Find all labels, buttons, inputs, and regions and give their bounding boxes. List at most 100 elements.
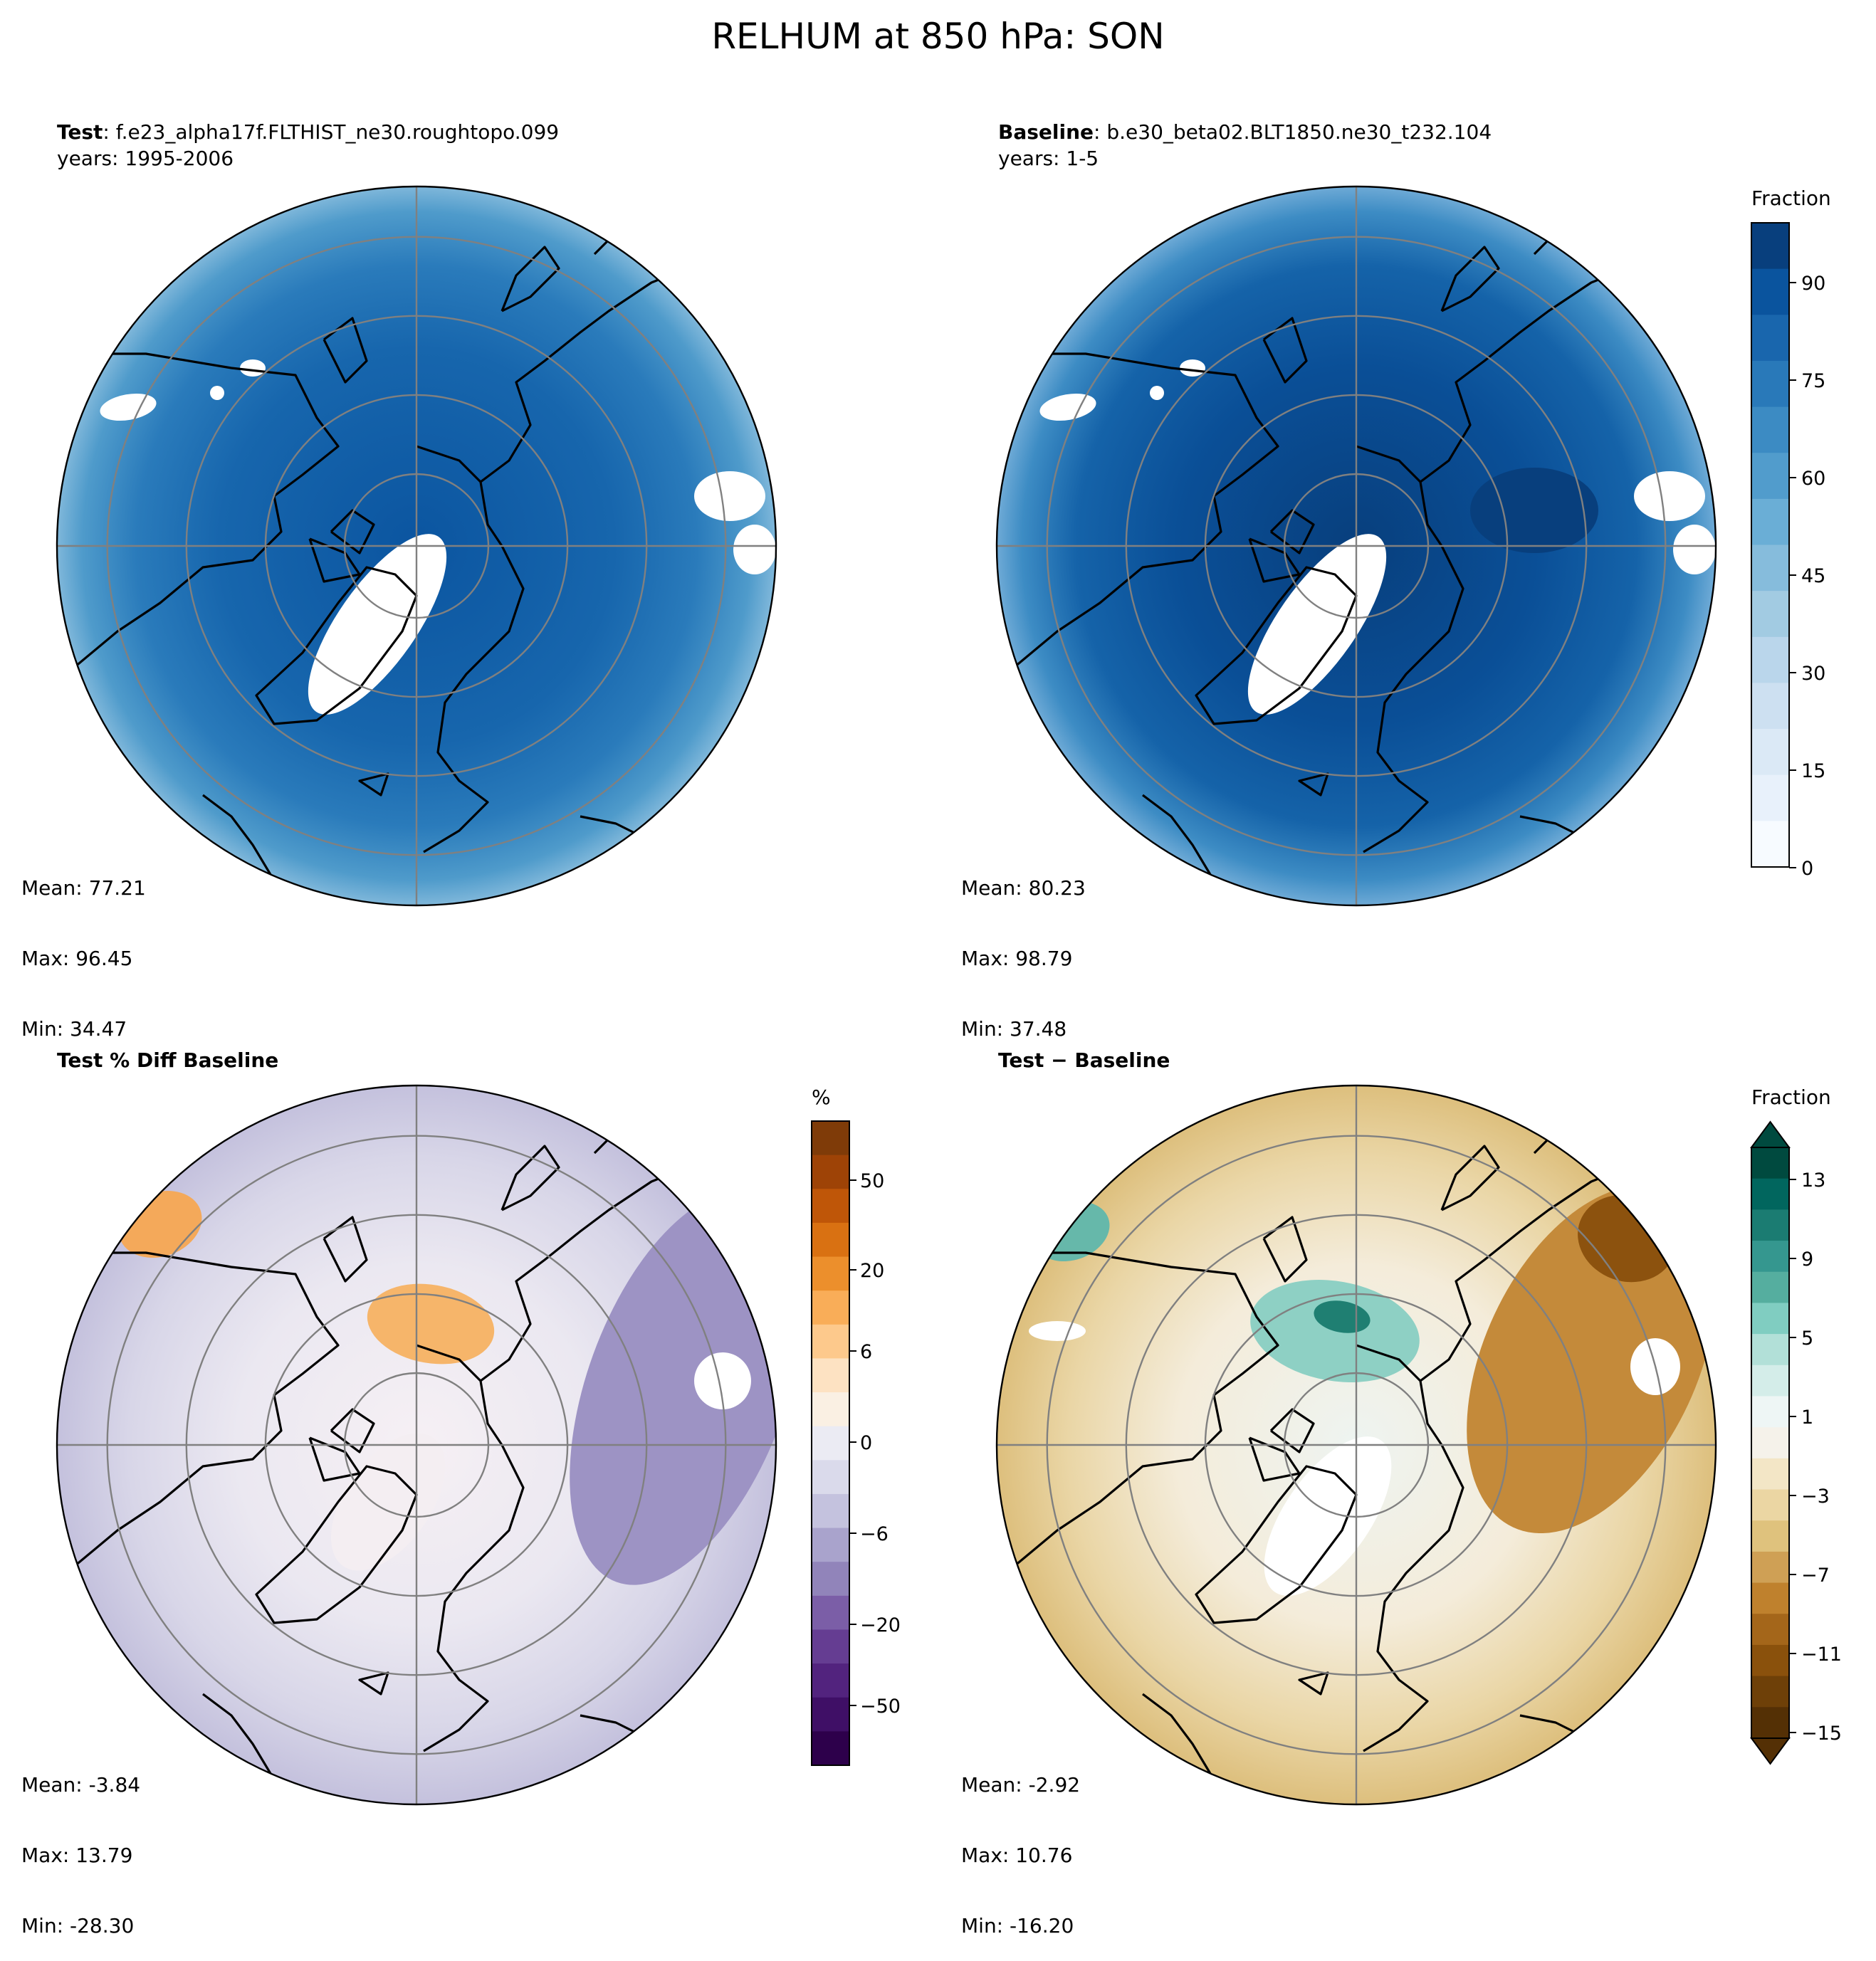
graticule — [57, 1085, 776, 1804]
missing-data-patch — [1039, 393, 1096, 421]
colorbar-segment — [812, 1697, 849, 1732]
colorbar-segment — [812, 1222, 849, 1258]
colorbar-segment — [1751, 591, 1789, 638]
colorbar-segment — [1751, 1178, 1789, 1210]
colorbar-segment — [1751, 683, 1789, 730]
figure-graphics — [56, 185, 1796, 1806]
colorbar-segment — [812, 1392, 849, 1427]
coastlines — [59, 210, 702, 882]
percent-tick: 50 — [860, 1170, 885, 1192]
colorbar-segment — [1751, 1489, 1789, 1521]
missing-data-patch — [694, 471, 765, 521]
colorbar-segment — [812, 1256, 849, 1291]
test-map-boundary — [56, 185, 777, 907]
baseline-years: years: 1-5 — [998, 147, 1099, 170]
pct-diff-mean: Mean: -3.84 — [21, 1773, 141, 1797]
fraction-tick: 15 — [1801, 760, 1826, 782]
baseline-max: Max: 98.79 — [961, 947, 1073, 970]
colorbar-ticks — [849, 1179, 856, 1706]
missing-data-patch — [733, 525, 776, 574]
fraction-diff-colorbar — [1750, 1120, 1791, 1765]
fraction-diff-tick: −3 — [1801, 1486, 1830, 1508]
colorbar-segment — [1751, 1676, 1789, 1708]
diff-min: Min: -16.20 — [961, 1914, 1074, 1938]
missing-data-patch — [1634, 471, 1705, 521]
test-min: Min: 34.47 — [21, 1017, 127, 1041]
colorbar-segment — [1751, 774, 1789, 821]
diff-map-boundary — [995, 1084, 1717, 1806]
baseline-panel-header: Baseline: b.e30_beta02.BLT1850.ne30_t232… — [998, 120, 1492, 145]
missing-data-patch — [210, 386, 224, 400]
colorbar-segment — [812, 1595, 849, 1631]
colorbar-segment — [812, 1460, 849, 1495]
test-mean: Mean: 77.21 — [21, 876, 146, 900]
colorbar-segment — [1751, 636, 1789, 684]
baseline-mean: Mean: 80.23 — [961, 876, 1086, 900]
fraction-diff-tick: −7 — [1801, 1565, 1830, 1587]
fraction-tick: 60 — [1801, 468, 1826, 490]
test-panel-header: Test: f.e23_alpha17f.FLTHIST_ne30.rought… — [57, 120, 559, 145]
figure-title: RELHUM at 850 hPa: SON — [711, 16, 1165, 57]
percent-tick: 6 — [860, 1341, 873, 1363]
percent-colorbar — [811, 1120, 850, 1766]
pct-diff-max: Max: 13.79 — [21, 1844, 133, 1867]
fraction-tick: 75 — [1801, 370, 1826, 392]
colorbar-segment — [1751, 1458, 1789, 1491]
baseline-min: Min: 37.48 — [961, 1017, 1067, 1041]
missing-data-patch — [1029, 1321, 1086, 1341]
high-humidity-region — [1470, 468, 1598, 553]
fraction-colorbar — [1751, 222, 1790, 868]
baseline-stats: Mean: 80.23 Max: 98.79 Min: 37.48 — [961, 829, 1086, 1064]
test-stats: Mean: 77.21 Max: 96.45 Min: 34.47 — [21, 829, 146, 1064]
percent-tick: −6 — [860, 1523, 889, 1545]
colorbar-segment — [812, 1324, 849, 1360]
percent-tick: −50 — [860, 1695, 901, 1718]
colorbar-segment — [1751, 1365, 1789, 1397]
colorbar-segment — [1751, 1303, 1789, 1335]
colorbar-segment — [1751, 1334, 1789, 1366]
colorbar-segment — [1751, 360, 1789, 408]
colorbar-segment — [1751, 821, 1789, 868]
missing-data-patch — [1673, 525, 1716, 574]
missing-data-patch — [1264, 1436, 1392, 1596]
positive-diff-region — [367, 1283, 495, 1365]
colorbar-ticks — [1789, 282, 1796, 868]
baseline-label: Baseline — [998, 120, 1094, 144]
fraction-diff-tick: 13 — [1801, 1169, 1826, 1192]
fraction-tick: 30 — [1801, 663, 1826, 685]
colorbar-segment — [1751, 223, 1789, 270]
fraction-diff-tick: −15 — [1801, 1723, 1842, 1745]
colorbar-segment — [812, 1493, 849, 1529]
fraction-diff-tick: 5 — [1801, 1328, 1814, 1350]
missing-data-patch — [100, 393, 157, 421]
colorbar-segment — [812, 1528, 849, 1562]
diff-mean: Mean: -2.92 — [961, 1773, 1081, 1797]
missing-data-patch — [1247, 534, 1387, 715]
diff-polar-map — [997, 1085, 1716, 1804]
baseline-polar-map — [997, 186, 1716, 905]
colorbar-segment — [1751, 1241, 1789, 1273]
colorbar-segment — [1751, 1614, 1789, 1646]
pct-diff-polar-map — [57, 1085, 776, 1804]
fraction-diff-colorbar-label: Fraction — [1751, 1085, 1831, 1109]
colorbar-segment — [1751, 268, 1789, 315]
fraction-tick: 90 — [1801, 273, 1826, 295]
percent-tick: −20 — [860, 1614, 901, 1636]
colorbar-segment — [1751, 1582, 1789, 1614]
colorbar-segment — [812, 1426, 849, 1461]
pct-diff-map-boundary — [56, 1084, 777, 1806]
colorbar-segment — [812, 1629, 849, 1664]
missing-data-patch — [1150, 386, 1164, 400]
fraction-colorbar-label: Fraction — [1751, 186, 1831, 210]
baseline-map-boundary — [995, 185, 1717, 907]
diff-panel-header: Test − Baseline — [998, 1048, 1170, 1073]
colorbar-segment — [1751, 1520, 1789, 1552]
colorbar-segment — [1751, 1147, 1789, 1179]
colorbar-ticks — [1789, 1179, 1796, 1733]
diff-max: Max: 10.76 — [961, 1844, 1073, 1867]
percent-tick: 0 — [860, 1432, 873, 1454]
colorbar-segment — [1751, 1551, 1789, 1584]
colorbar-segment — [1751, 453, 1789, 500]
pct-diff-label: Test % Diff Baseline — [57, 1048, 279, 1072]
colorbar-segment — [812, 1358, 849, 1393]
